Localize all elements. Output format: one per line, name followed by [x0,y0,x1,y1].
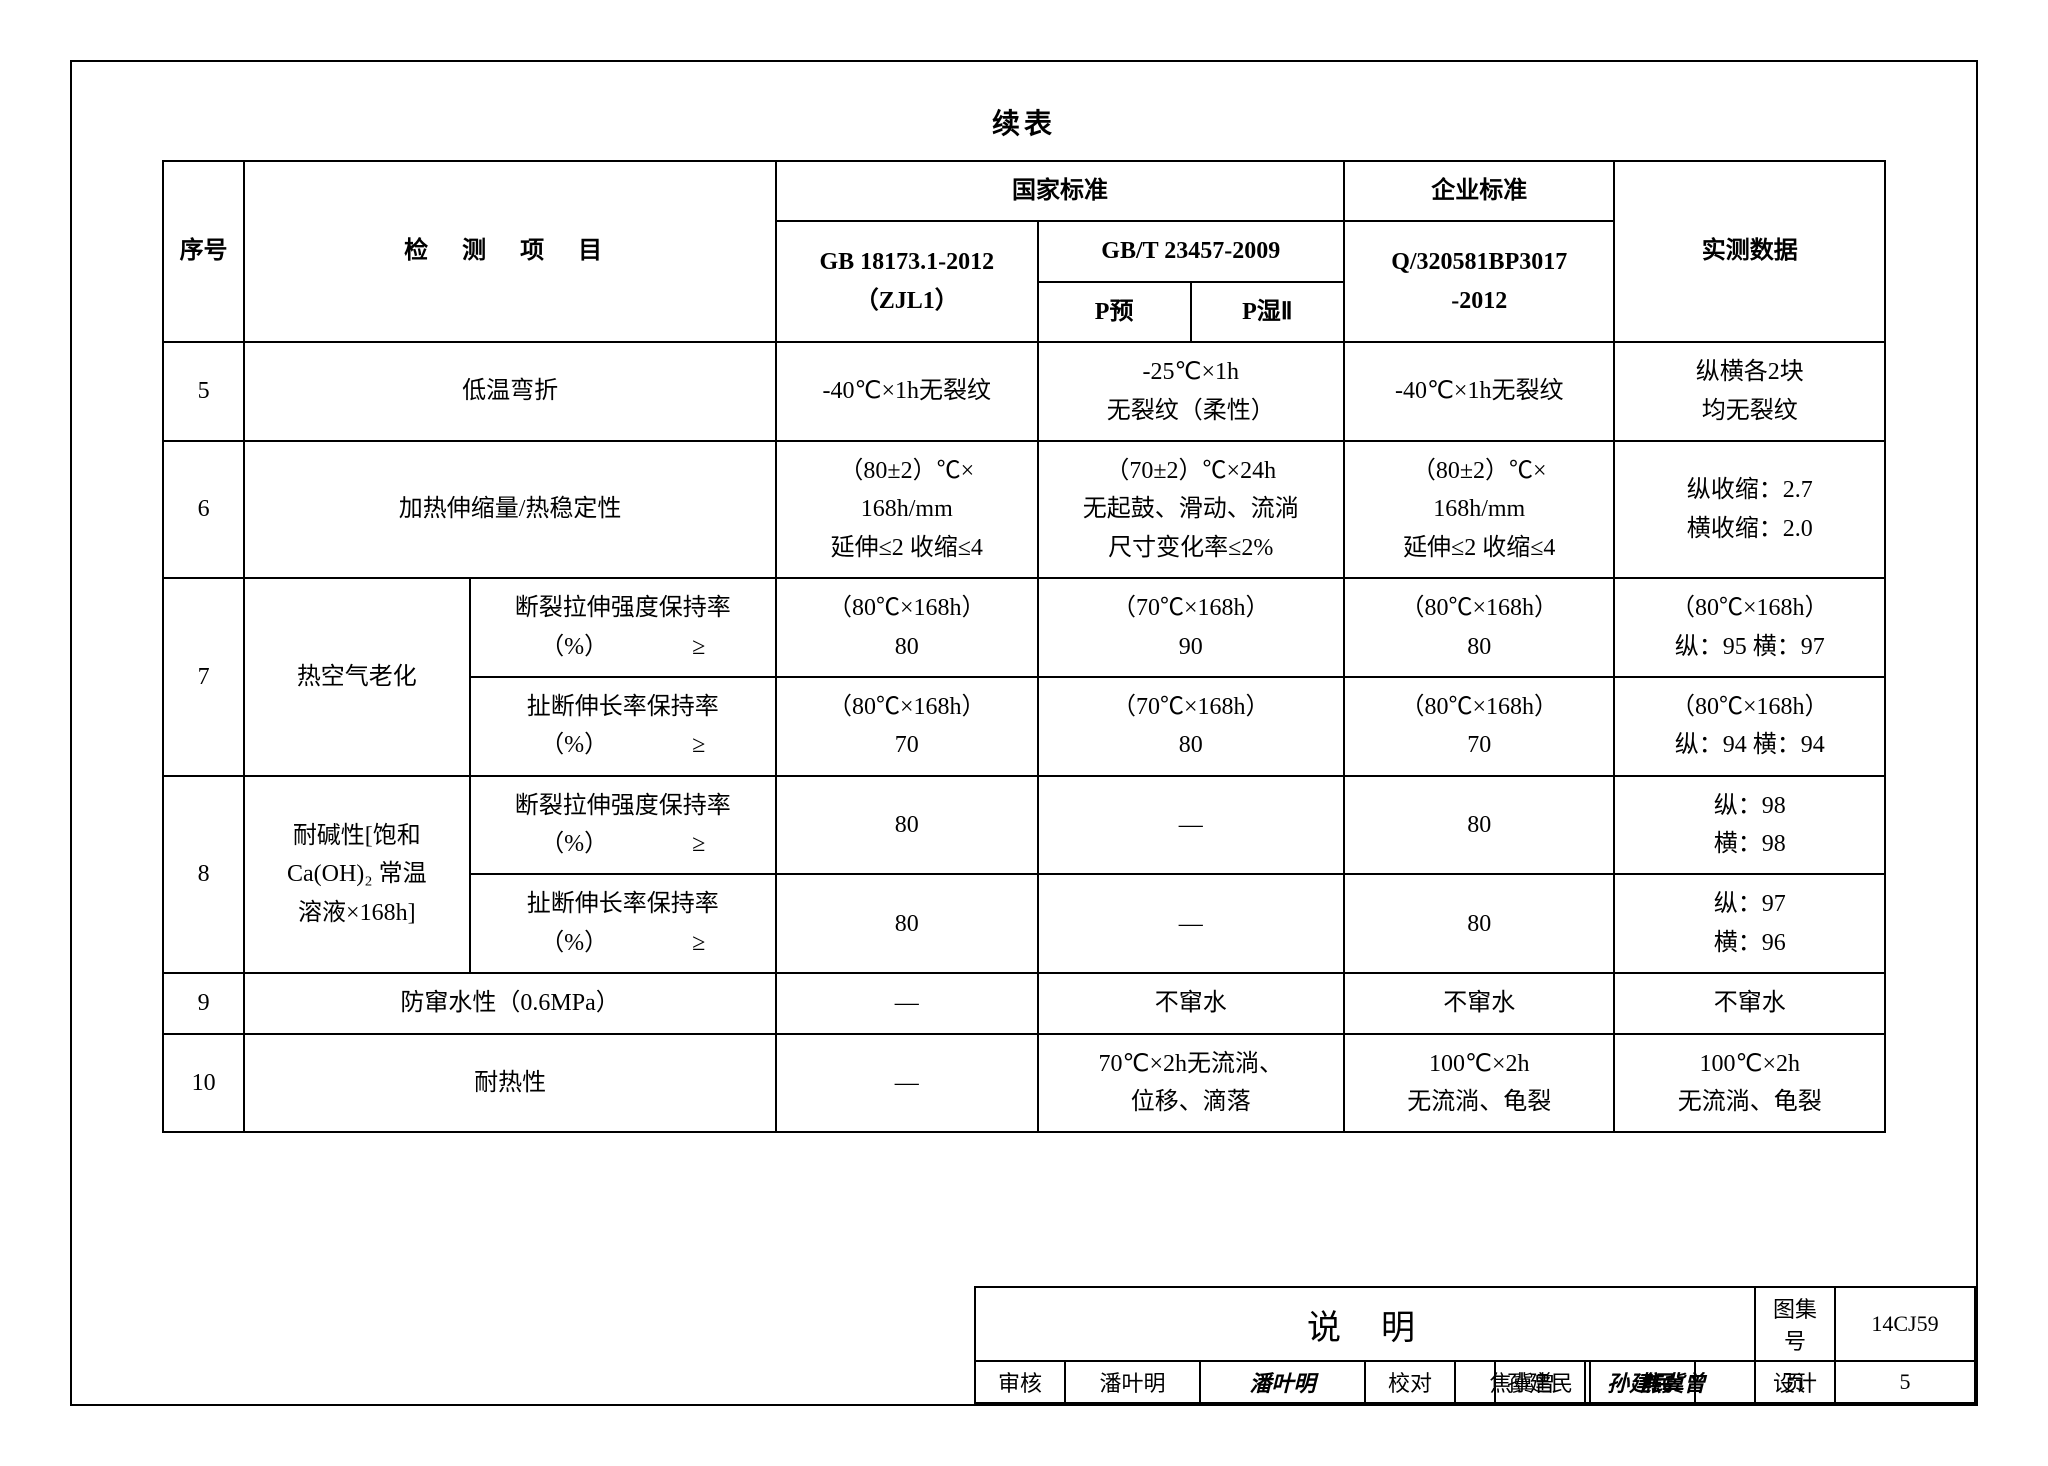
cell-qs: 不窜水 [1344,973,1614,1033]
cell-group: 耐碱性[饱和Ca(OH)₂ 常温溶液×168h] [244,776,469,974]
page-label: 页 [1755,1361,1835,1403]
cell-gb2: 不窜水 [1038,973,1345,1033]
cell-meas: 纵收缩：2.7横收缩：2.0 [1614,441,1885,578]
cell-gb1: 80 [776,874,1037,973]
table-row: 7 热空气老化 断裂拉伸强度保持率（%） ≥ （80℃×168h）80 （70℃… [163,578,1885,677]
cell-seq: 10 [163,1034,244,1133]
cell-seq: 8 [163,776,244,974]
cell-gb1: 80 [776,776,1037,875]
hdr-enterprise: 企业标准 [1344,161,1614,221]
title-block-overlay: 孙建民 孙建民 页 5 [975,1305,1976,1404]
hdr-measured: 实测数据 [1614,161,1885,342]
page-frame: 续表 序号 检 测 项 目 国家标准 企业标准 实测数据 [70,60,1978,1406]
table-row: 5 低温弯折 -40℃×1h无裂纹 -25℃×1h无裂纹（柔性） -40℃×1h… [163,342,1885,441]
cell-gb2: -25℃×1h无裂纹（柔性） [1038,342,1345,441]
cell-gb2: — [1038,874,1345,973]
cell-subitem: 扯断伸长率保持率（%） ≥ [470,677,777,776]
cell-meas: 纵横各2块均无裂纹 [1614,342,1885,441]
cell-group: 热空气老化 [244,578,469,776]
cell-item: 耐热性 [244,1034,776,1133]
hdr-gb1-l1: GB 18173.1-2012 [819,249,994,275]
hdr-gb1: GB 18173.1-2012 （ZJL1） [776,221,1037,342]
cell-gb2: — [1038,776,1345,875]
cell-qs: 80 [1344,776,1614,875]
hdr-gb2b: P湿Ⅱ [1191,282,1344,342]
designer: 孙建民 [1495,1361,1585,1403]
hdr-national: 国家标准 [776,161,1344,221]
hdr-qs: Q/320581BP3017 -2012 [1344,221,1614,342]
cell-qs: 100℃×2h无流淌、龟裂 [1344,1034,1614,1133]
hdr-gb1-l2: （ZJL1） [855,288,959,314]
cell-meas: （80℃×168h）纵：95 横：97 [1614,578,1885,677]
table-row: 8 耐碱性[饱和Ca(OH)₂ 常温溶液×168h] 断裂拉伸强度保持率（%） … [163,776,1885,875]
hdr-qs-l2: -2012 [1451,288,1507,314]
cell-meas: 不窜水 [1614,973,1885,1033]
cell-item: 加热伸缩量/热稳定性 [244,441,776,578]
table-row: 9 防窜水性（0.6MPa） — 不窜水 不窜水 不窜水 [163,973,1885,1033]
cell-qs: -40℃×1h无裂纹 [1344,342,1614,441]
designer-sig: 孙建民 [1585,1361,1695,1403]
cell-seq: 7 [163,578,244,776]
cell-gb1: — [776,973,1037,1033]
hdr-gb2a: P预 [1038,282,1191,342]
cell-qs: （80℃×168h）80 [1344,578,1614,677]
cell-meas: （80℃×168h）纵：94 横：94 [1614,677,1885,776]
cell-gb2: （70℃×168h）80 [1038,677,1345,776]
cell-item: 防窜水性（0.6MPa） [244,973,776,1033]
cell-gb1: — [776,1034,1037,1133]
page-no: 5 [1835,1361,1975,1403]
cell-gb2: （70±2）℃×24h无起鼓、滑动、流淌尺寸变化率≤2% [1038,441,1345,578]
cell-gb1: （80℃×168h）70 [776,677,1037,776]
hdr-qs-l1: Q/320581BP3017 [1391,249,1567,275]
cell-gb2: （70℃×168h）90 [1038,578,1345,677]
cell-subitem: 扯断伸长率保持率（%） ≥ [470,874,777,973]
cell-item: 低温弯折 [244,342,776,441]
cell-subitem: 断裂拉伸强度保持率（%） ≥ [470,776,777,875]
cell-qs: 80 [1344,874,1614,973]
cell-meas: 纵：98横：98 [1614,776,1885,875]
header-row-1: 序号 检 测 项 目 国家标准 企业标准 实测数据 [163,161,1885,221]
spec-table: 序号 检 测 项 目 国家标准 企业标准 实测数据 GB 18173.1-201… [162,160,1886,1133]
cell-seq: 6 [163,441,244,578]
cell-gb1: -40℃×1h无裂纹 [776,342,1037,441]
cell-subitem: 断裂拉伸强度保持率（%） ≥ [470,578,777,677]
hdr-item: 检 测 项 目 [244,161,776,342]
cell-gb2: 70℃×2h无流淌、位移、滴落 [1038,1034,1345,1133]
cell-meas: 纵：97横：96 [1614,874,1885,973]
cell-qs: （80℃×168h）70 [1344,677,1614,776]
cell-seq: 9 [163,973,244,1033]
hdr-gb2: GB/T 23457-2009 [1038,221,1345,281]
continuation-title: 续表 [162,102,1886,142]
cell-qs: （80±2）℃×168h/mm延伸≤2 收缩≤4 [1344,441,1614,578]
cell-gb1: （80±2）℃×168h/mm延伸≤2 收缩≤4 [776,441,1037,578]
cell-gb1: （80℃×168h）80 [776,578,1037,677]
hdr-seq: 序号 [163,161,244,342]
table-row: 6 加热伸缩量/热稳定性 （80±2）℃×168h/mm延伸≤2 收缩≤4 （7… [163,441,1885,578]
hdr-seq-text: 序号 [180,238,228,264]
cell-seq: 5 [163,342,244,441]
table-row: 10 耐热性 — 70℃×2h无流淌、位移、滴落 100℃×2h无流淌、龟裂 1… [163,1034,1885,1133]
cell-meas: 100℃×2h无流淌、龟裂 [1614,1034,1885,1133]
